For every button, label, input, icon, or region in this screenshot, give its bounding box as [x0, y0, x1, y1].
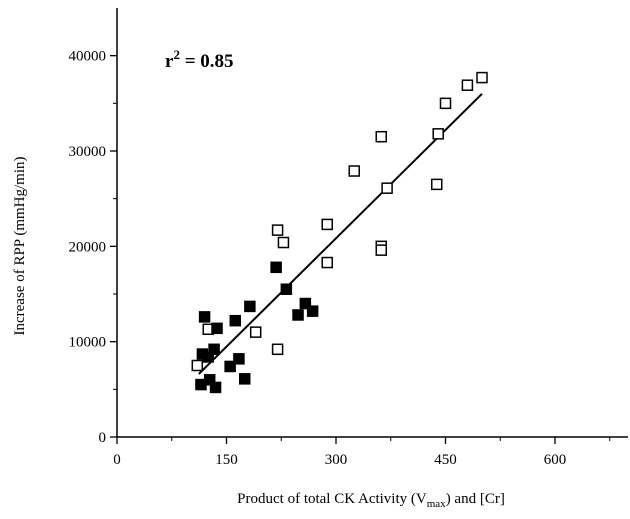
x-axis-label-suffix: ) and [Cr] — [446, 491, 505, 507]
x-tick-label: 0 — [113, 452, 121, 468]
open-square-point — [430, 178, 443, 191]
open-square-point — [249, 326, 262, 338]
filled-square-point — [244, 300, 256, 313]
y-tick-label: 30000 — [69, 144, 107, 160]
open-square-point — [271, 343, 284, 356]
filled-square-point — [306, 305, 319, 317]
x-axis-label-subscript: max — [427, 498, 446, 510]
filled-square-point — [299, 297, 312, 310]
filled-square-point — [233, 353, 245, 365]
filled-square-point — [208, 343, 220, 356]
x-tick-label: 150 — [215, 452, 238, 468]
open-square-point — [348, 165, 360, 177]
filled-square-point — [229, 314, 242, 327]
open-square-point — [461, 79, 474, 91]
filled-square-point — [209, 381, 222, 394]
open-square-point — [375, 130, 388, 143]
open-square-point — [321, 256, 333, 269]
filled-square-point — [211, 322, 223, 335]
annotation-value: = 0.85 — [180, 51, 234, 72]
open-square-point — [321, 218, 333, 231]
filled-square-point — [224, 360, 236, 373]
x-tick-label: 300 — [325, 452, 348, 468]
y-axis-label: Increase of RPP (mmHg/min) — [12, 156, 28, 335]
filled-square-point — [239, 373, 251, 385]
filled-square-point — [280, 283, 293, 295]
x-axis-label-prefix: Product of total CK Activity (V — [237, 491, 427, 507]
open-square-point — [432, 128, 444, 140]
open-square-point — [476, 71, 488, 84]
filled-square-point — [270, 261, 282, 274]
filled-square-point — [202, 351, 214, 363]
filled-square-point — [203, 374, 216, 386]
filled-square-point — [198, 311, 211, 323]
x-tick-label: 450 — [434, 452, 457, 468]
regression-line — [198, 93, 483, 375]
y-tick-label: 10000 — [69, 335, 107, 351]
open-square-point — [271, 224, 284, 236]
open-square-point — [191, 359, 204, 372]
y-tick-label: 0 — [99, 430, 107, 446]
annotation-r: r — [165, 51, 174, 72]
open-square-point — [375, 244, 388, 256]
y-tick-label: 40000 — [69, 49, 107, 65]
open-square-point — [439, 97, 452, 110]
x-tick-label: 600 — [544, 452, 567, 468]
x-axis-label: Product of total CK Activity (Vmax) and … — [237, 491, 505, 510]
y-tick-label: 20000 — [69, 239, 107, 255]
chart-annotation: r2 = 0.85 — [165, 47, 234, 72]
filled-square-point — [292, 309, 304, 321]
annotation-superscript: 2 — [173, 47, 180, 62]
open-square-point — [381, 182, 393, 194]
open-square-point — [277, 236, 290, 249]
